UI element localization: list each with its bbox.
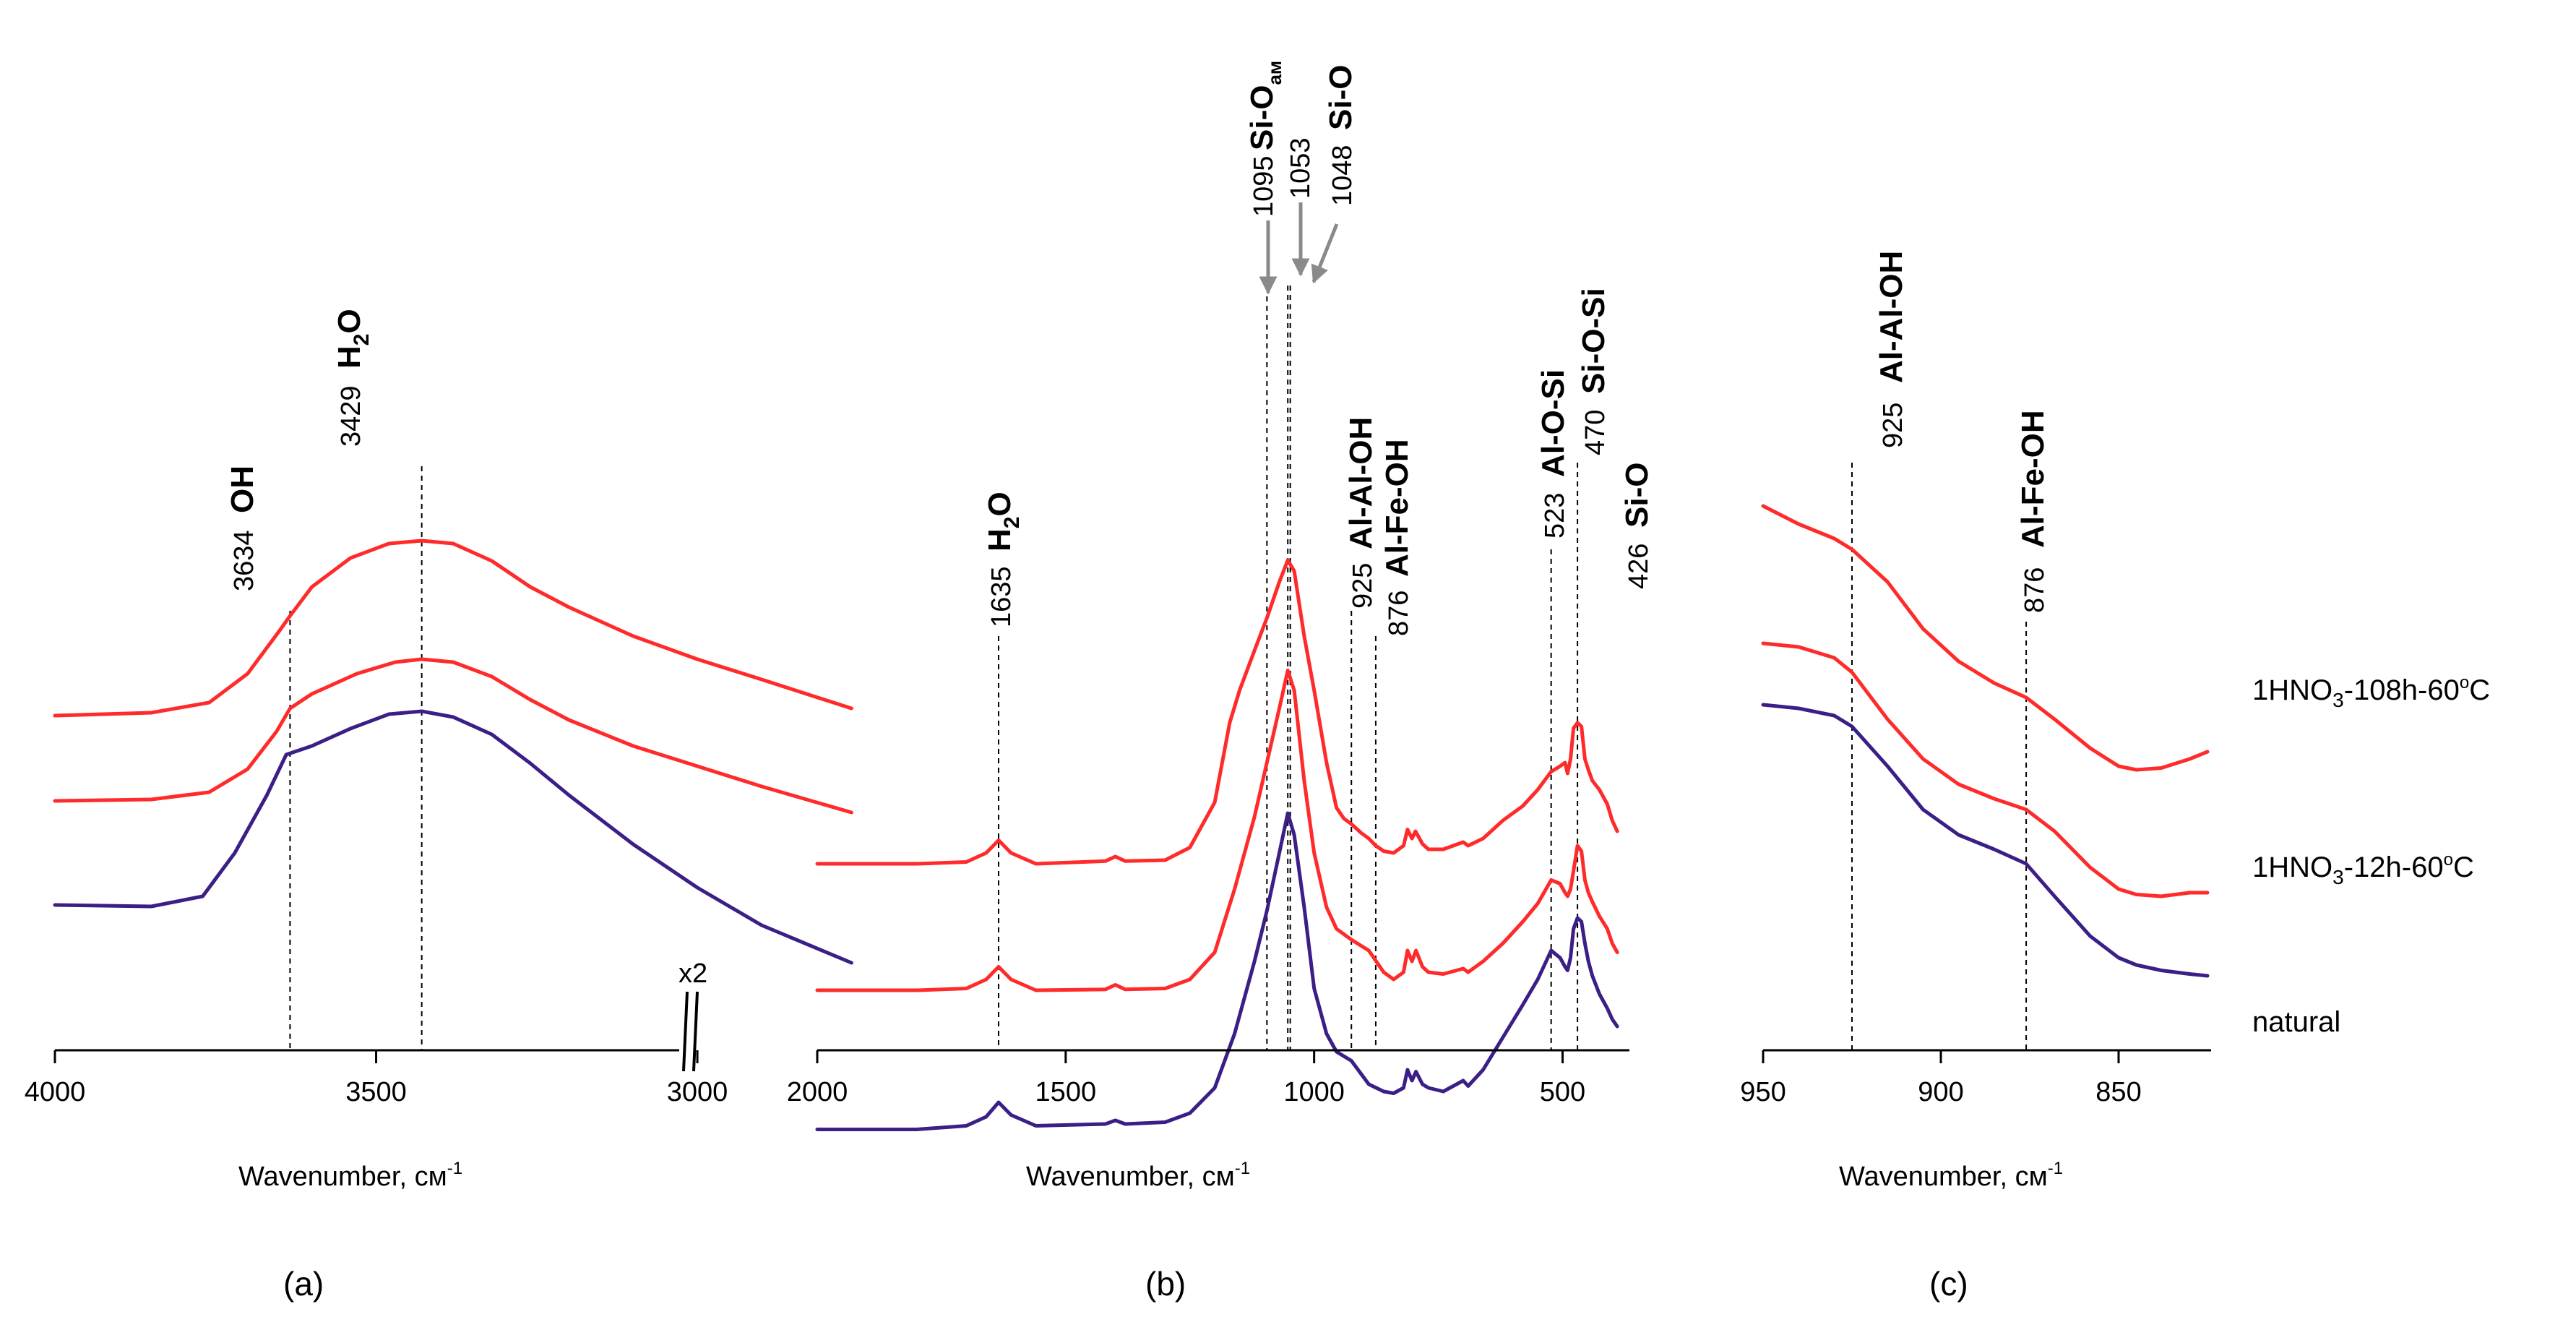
tick-label-b-1000: 1000 xyxy=(1283,1077,1345,1107)
panel-a-label: (a) xyxy=(283,1265,324,1303)
panel-c-peak-876: 876 Al-Fe-OH xyxy=(2015,410,2051,613)
peak-number: 3429 xyxy=(336,385,366,447)
panel-c-peak-925: 925 Al-Al-OH xyxy=(1874,251,1909,448)
tick-label-c-900: 900 xyxy=(1918,1077,1963,1107)
series-b-natural xyxy=(815,811,1619,1131)
panel-b-peak-426: 426 Si-O xyxy=(1619,463,1655,589)
panel-c-series xyxy=(1761,504,2210,978)
legend: 1HNO3-108h-60oC 1HNO3-12h-60oC natural xyxy=(2252,673,2490,1038)
legend-item-natural: natural xyxy=(2252,1006,2340,1038)
series-a-treated-0 xyxy=(53,539,853,718)
peak-label-si-o: Si-O xyxy=(1323,65,1358,130)
panel-b-peak-1635: 1635 H2O xyxy=(982,492,1024,627)
peak-number: 876 xyxy=(1384,591,1414,636)
series-b-treated-1 xyxy=(815,669,1619,992)
series-a-natural xyxy=(53,709,853,965)
panel-a: 4000 3500 3000 x2 Wavenumber, см-1 (a) 363… xyxy=(25,309,853,1303)
panel-a-peak-3429: 3429 H2O xyxy=(332,309,374,447)
panel-b-peak-470: 470 Si-O-Si xyxy=(1576,288,1611,455)
panel-b-peak-523: 523 Al-O-Si xyxy=(1535,369,1571,539)
panel-b-arrows xyxy=(1259,202,1339,295)
series-c-treated-0 xyxy=(1761,504,2210,772)
tick-label-b-500: 500 xyxy=(1540,1077,1585,1107)
panel-c: 950 900 850 Wavenumber, см-1 (c) 925 Al-Al… xyxy=(1740,251,2490,1303)
peak-number: 523 xyxy=(1540,493,1570,539)
panel-b-peak-1095: 1095 Si-Oам xyxy=(1244,61,1285,217)
peak-number: 426 xyxy=(1624,544,1654,589)
tick-label-a-3000: 3000 xyxy=(667,1077,728,1107)
series-b-treated-0 xyxy=(815,558,1619,866)
tick-label-c-850: 850 xyxy=(2095,1077,2141,1107)
legend-item-12h: 1HNO3-12h-60oC xyxy=(2252,850,2474,888)
peak-label-oh: OH xyxy=(225,466,260,513)
peak-label-al-o-si: Al-O-Si xyxy=(1535,369,1571,477)
panel-a-break-note: x2 xyxy=(679,958,707,989)
peak-number: 1635 xyxy=(986,566,1017,627)
peak-number: 1053 xyxy=(1285,137,1316,199)
panel-c-guides xyxy=(1851,463,2028,1050)
arrow-1048 xyxy=(1311,223,1339,284)
tick-label-c-950: 950 xyxy=(1740,1077,1785,1107)
peak-number: 925 xyxy=(1348,563,1378,609)
panel-b-peak-1053: 1053 xyxy=(1285,137,1316,199)
panel-b-label: (b) xyxy=(1145,1265,1186,1303)
peak-label-si-o-426: Si-O xyxy=(1619,463,1655,528)
series-c-treated-1 xyxy=(1761,641,2210,898)
series-c-natural xyxy=(1761,703,2210,978)
panel-a-series xyxy=(53,539,853,965)
tick-label-a-3500: 3500 xyxy=(345,1077,407,1107)
series-a-treated-1 xyxy=(53,657,853,815)
peak-number: 925 xyxy=(1878,403,1908,448)
peak-label-al-al-oh: Al-Al-OH xyxy=(1874,251,1909,383)
panel-b-series xyxy=(815,558,1619,1131)
panel-b-ticks: 2000 1500 1000 500 xyxy=(787,1050,1585,1107)
panel-b-x-axis-title: Wavenumber, см-1 xyxy=(1026,1159,1250,1192)
peak-label-si-o-si: Si-O-Si xyxy=(1576,288,1611,394)
panel-b-peak-876: 876 Al-Fe-OH xyxy=(1379,439,1415,636)
peak-number: 1048 xyxy=(1327,145,1358,206)
peak-number: 3634 xyxy=(229,530,259,591)
panel-a-peak-3634: 3634 OH xyxy=(225,466,260,591)
peak-label-si-o-am: Si-Oам xyxy=(1244,61,1285,150)
tick-label-a-4000: 4000 xyxy=(25,1077,86,1107)
peak-label-h2o: H2O xyxy=(982,492,1024,552)
peak-label-al-fe-oh: Al-Fe-OH xyxy=(1379,439,1415,577)
peak-label-al-fe-oh: Al-Fe-OH xyxy=(2015,410,2051,548)
peak-label-h2o: H2O xyxy=(332,309,374,369)
peak-label-al-al-oh: Al-Al-OH xyxy=(1343,417,1379,549)
tick-label-b-2000: 2000 xyxy=(787,1077,848,1107)
panel-b-peak-925: 925 Al-Al-OH xyxy=(1343,417,1379,609)
panel-c-label: (c) xyxy=(1929,1265,1968,1303)
panel-c-x-axis-title: Wavenumber, см-1 xyxy=(1839,1159,2063,1192)
panel-a-axis-break: x2 xyxy=(679,958,707,1072)
panel-a-ticks: 4000 3500 3000 xyxy=(25,1050,728,1107)
panel-b-guides xyxy=(997,286,1579,1050)
peak-number: 470 xyxy=(1580,410,1611,455)
panel-a-x-axis-title: Wavenumber, см-1 xyxy=(238,1159,462,1192)
panel-c-ticks: 950 900 850 xyxy=(1740,1050,2142,1107)
legend-item-108h: 1HNO3-108h-60oC xyxy=(2252,673,2490,711)
peak-number: 1095 xyxy=(1249,155,1279,217)
panel-a-guides xyxy=(289,466,423,1050)
tick-label-b-1500: 1500 xyxy=(1035,1077,1097,1107)
panel-b: 2000 1500 1000 500 Wavenumber, см-1 (b) 109… xyxy=(787,61,1655,1303)
panel-b-peak-1048: 1048 Si-O xyxy=(1323,65,1358,206)
peak-number: 876 xyxy=(2020,567,2050,613)
